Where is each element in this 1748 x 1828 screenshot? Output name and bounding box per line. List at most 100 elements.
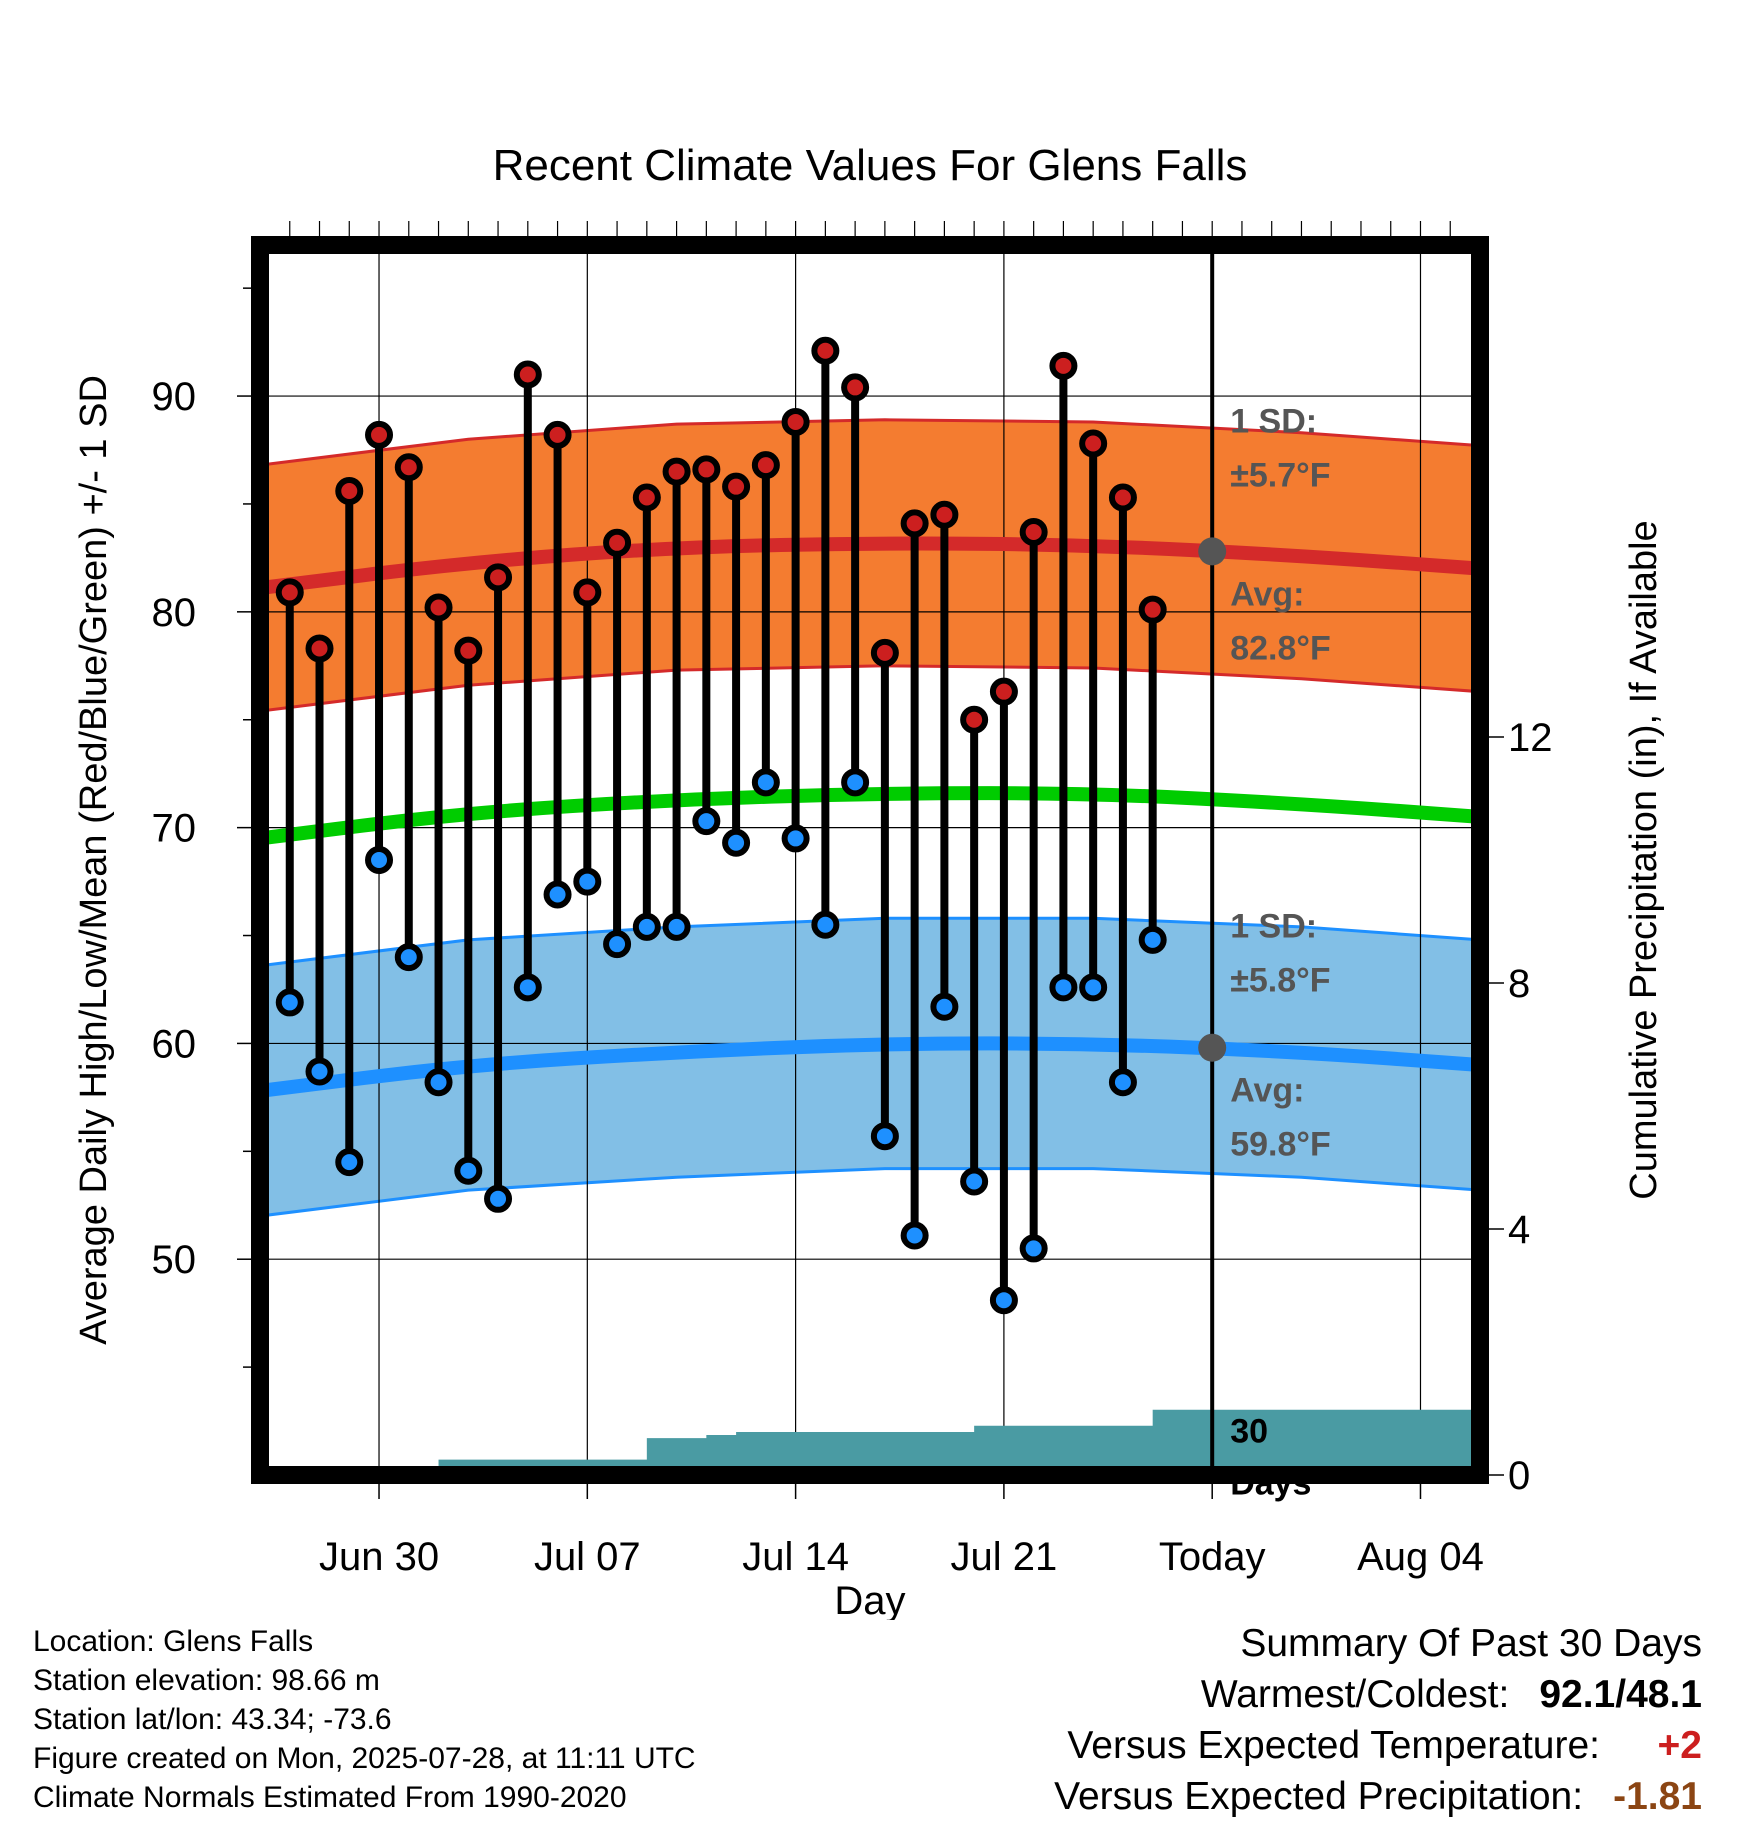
location-text: Location: Glens Falls — [33, 1625, 314, 1658]
low-avg-value: 59.8°F — [1230, 1126, 1331, 1164]
today-low-avg-marker — [1198, 1033, 1227, 1062]
daily-high-point — [424, 593, 453, 622]
daily-high-point — [989, 677, 1018, 706]
daily-low-point — [870, 1122, 899, 1151]
daily-high-point — [573, 578, 602, 607]
summary-panel: Summary Of Past 30 Days Warmest/Coldest:… — [1054, 1618, 1702, 1822]
precip-value: -1.81 — [1613, 1775, 1702, 1818]
y-axis-label: Average Daily High/Low/Mean (Red/Blue/Gr… — [73, 375, 115, 1345]
daily-low-point — [335, 1148, 364, 1177]
daily-high-point — [722, 472, 751, 501]
high-sd-band — [260, 418, 1480, 713]
daily-low-point — [1019, 1234, 1048, 1263]
daily-low-point — [1138, 925, 1167, 954]
daily-high-point — [513, 360, 542, 389]
latlon-text: Station lat/lon: 43.34; -73.6 — [33, 1703, 392, 1736]
daily-high-point — [692, 455, 721, 484]
days-label-1: 30 — [1230, 1413, 1268, 1451]
daily-high-point — [275, 578, 304, 607]
temp-label: Versus Expected Temperature: — [1067, 1724, 1600, 1767]
y2-axis-label: Cumulative Precipitation (in), If Availa… — [1623, 520, 1665, 1199]
low-sd-value: ±5.8°F — [1230, 962, 1330, 1000]
temp-value: +2 — [1657, 1724, 1702, 1767]
daily-low-point — [722, 828, 751, 857]
y-tick-label: 60 — [152, 1022, 197, 1066]
x-tick-label: Today — [1159, 1535, 1266, 1579]
daily-low-point — [513, 973, 542, 1002]
y-tick-label: 70 — [152, 807, 197, 851]
daily-low-point — [305, 1057, 334, 1086]
y2-tick-label: 4 — [1508, 1208, 1530, 1252]
plot-frame — [251, 236, 1489, 1484]
daily-low-point — [275, 988, 304, 1017]
warmest-label: Warmest/Coldest: — [1200, 1673, 1510, 1716]
daily-high-point — [543, 420, 572, 449]
daily-low-point — [960, 1167, 989, 1196]
normal-mean-line — [260, 786, 1480, 846]
daily-low-point — [1079, 973, 1108, 1002]
daily-low-point — [543, 880, 572, 909]
daily-low-point — [989, 1286, 1018, 1315]
daily-high-point — [335, 477, 364, 505]
daily-low-point — [751, 768, 780, 797]
x-tick-label: Aug 04 — [1357, 1535, 1484, 1579]
summary-temp-row: Versus Expected Temperature: +2 — [1054, 1720, 1702, 1771]
plot-area — [260, 245, 1480, 1475]
daily-low-point — [811, 910, 840, 939]
summary-warmest-row: Warmest/Coldest: 92.1/48.1 — [1054, 1669, 1702, 1720]
daily-high-point — [662, 457, 691, 486]
daily-high-point — [603, 528, 632, 557]
station-info: Location: Glens Falls Station elevation:… — [33, 1622, 696, 1817]
precip-area — [260, 1409, 1480, 1475]
x-axis-label: Day — [834, 1579, 905, 1620]
y2-tick-label: 12 — [1508, 716, 1553, 760]
daily-high-point — [811, 336, 840, 365]
high-avg-value: 82.8°F — [1230, 629, 1331, 667]
daily-low-point — [394, 943, 423, 972]
summary-precip-row: Versus Expected Precipitation: -1.81 — [1054, 1771, 1702, 1822]
daily-high-point — [1108, 483, 1137, 512]
daily-low-point — [365, 846, 394, 874]
daily-high-point — [1079, 429, 1108, 458]
low-sd-band — [260, 916, 1480, 1218]
high-sd-value: ±5.7°F — [1230, 457, 1330, 495]
daily-low-point — [454, 1156, 483, 1185]
daily-high-point — [394, 453, 423, 482]
high-sd-title: 1 SD: — [1230, 403, 1317, 441]
x-tick-label: Jun 30 — [319, 1535, 439, 1579]
daily-low-point — [424, 1068, 453, 1097]
daily-low-point — [841, 768, 870, 797]
daily-low-point — [781, 824, 810, 853]
low-sd-title: 1 SD: — [1230, 908, 1317, 946]
daily-high-point — [960, 705, 989, 734]
daily-low-point — [603, 930, 632, 959]
daily-high-point — [841, 373, 870, 402]
daily-high-point — [900, 509, 929, 538]
normal-low-line — [260, 1036, 1480, 1098]
climate-chart: Recent Climate Values For Glens Falls 1 S… — [73, 141, 1665, 1620]
daily-high-point — [1019, 518, 1048, 546]
chart-title: Recent Climate Values For Glens Falls — [493, 141, 1248, 190]
elevation-text: Station elevation: 98.66 m — [33, 1664, 380, 1697]
y-tick-label: 90 — [152, 375, 197, 419]
y-tick-label: 50 — [152, 1238, 197, 1282]
daily-high-point — [632, 483, 661, 512]
daily-low-point — [1108, 1068, 1137, 1097]
daily-low-point — [662, 912, 691, 941]
daily-high-point — [870, 638, 899, 667]
precip-label: Versus Expected Precipitation: — [1054, 1775, 1584, 1818]
daily-high-point — [1049, 351, 1078, 380]
x-tick-label: Jul 14 — [742, 1535, 849, 1579]
daily-high-point — [484, 563, 513, 592]
daily-high-point — [305, 634, 334, 663]
daily-low-point — [930, 992, 959, 1021]
warmest-value: 92.1/48.1 — [1539, 1673, 1702, 1716]
daily-high-point — [781, 407, 810, 436]
normals-text: Climate Normals Estimated From 1990-2020 — [33, 1781, 627, 1814]
daily-low-point — [1049, 973, 1078, 1002]
y-tick-label: 80 — [152, 591, 197, 635]
y2-tick-label: 0 — [1508, 1454, 1530, 1498]
y2-tick-label: 8 — [1508, 962, 1530, 1006]
x-tick-label: Jul 21 — [951, 1535, 1058, 1579]
x-tick-label: Jul 07 — [534, 1535, 641, 1579]
